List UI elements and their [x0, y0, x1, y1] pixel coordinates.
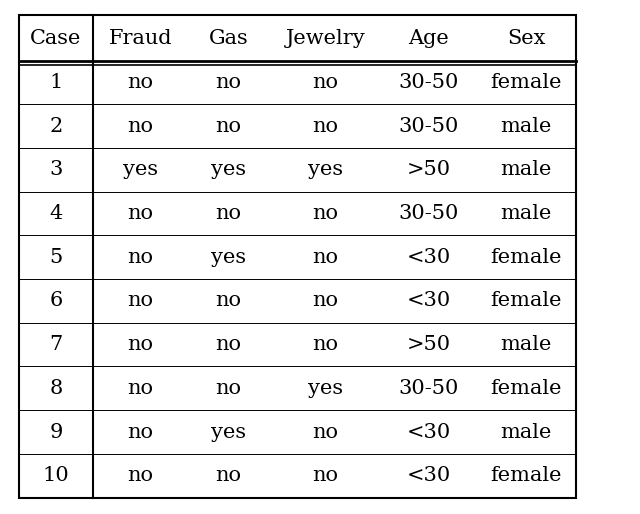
Text: 30-50: 30-50	[399, 73, 459, 92]
Text: 30-50: 30-50	[399, 204, 459, 223]
Text: male: male	[500, 160, 552, 179]
Text: <30: <30	[406, 291, 451, 310]
Text: no: no	[127, 291, 153, 310]
Text: 30-50: 30-50	[399, 379, 459, 398]
Text: no: no	[312, 248, 339, 267]
Text: yes: yes	[211, 423, 246, 442]
Text: no: no	[312, 117, 339, 136]
Text: 30-50: 30-50	[399, 117, 459, 136]
Text: no: no	[127, 73, 153, 92]
Text: no: no	[127, 117, 153, 136]
Text: female: female	[490, 466, 562, 485]
Text: Jewelry: Jewelry	[285, 29, 365, 47]
Text: no: no	[127, 423, 153, 442]
Text: 3: 3	[49, 160, 63, 179]
Text: yes: yes	[211, 248, 246, 267]
Bar	[19, 15, 576, 498]
Text: Case: Case	[30, 29, 82, 47]
Text: no: no	[216, 291, 241, 310]
Text: no: no	[127, 248, 153, 267]
Text: 7: 7	[49, 335, 63, 354]
Text: no: no	[312, 291, 339, 310]
Text: 6: 6	[49, 291, 63, 310]
Text: male: male	[500, 117, 552, 136]
Text: female: female	[490, 248, 562, 267]
Text: no: no	[312, 73, 339, 92]
Text: no: no	[312, 466, 339, 485]
Text: no: no	[216, 335, 241, 354]
Text: no: no	[312, 423, 339, 442]
Text: no: no	[216, 379, 241, 398]
Text: female: female	[490, 291, 562, 310]
Text: 4: 4	[49, 204, 63, 223]
Text: yes: yes	[211, 160, 246, 179]
Text: no: no	[216, 117, 241, 136]
Text: >50: >50	[407, 160, 451, 179]
Text: Age: Age	[408, 29, 449, 47]
Text: 9: 9	[49, 423, 63, 442]
Text: female: female	[490, 379, 562, 398]
Text: no: no	[312, 335, 339, 354]
Text: yes: yes	[308, 160, 343, 179]
Text: male: male	[500, 423, 552, 442]
Text: no: no	[127, 204, 153, 223]
Text: no: no	[127, 466, 153, 485]
Text: 2: 2	[49, 117, 63, 136]
Text: Fraud: Fraud	[108, 29, 172, 47]
Text: 10: 10	[43, 466, 69, 485]
Text: Gas: Gas	[209, 29, 248, 47]
Text: no: no	[127, 379, 153, 398]
Text: 1: 1	[49, 73, 63, 92]
Text: yes: yes	[123, 160, 157, 179]
Text: no: no	[312, 204, 339, 223]
Text: male: male	[500, 204, 552, 223]
Text: female: female	[490, 73, 562, 92]
Text: 8: 8	[49, 379, 63, 398]
Text: no: no	[127, 335, 153, 354]
Text: <30: <30	[406, 248, 451, 267]
Text: no: no	[216, 73, 241, 92]
Text: Sex: Sex	[507, 29, 545, 47]
Text: >50: >50	[407, 335, 451, 354]
Text: <30: <30	[406, 466, 451, 485]
Text: no: no	[216, 204, 241, 223]
Text: no: no	[216, 466, 241, 485]
Text: <30: <30	[406, 423, 451, 442]
Text: 5: 5	[49, 248, 63, 267]
Text: male: male	[500, 335, 552, 354]
Text: yes: yes	[308, 379, 343, 398]
